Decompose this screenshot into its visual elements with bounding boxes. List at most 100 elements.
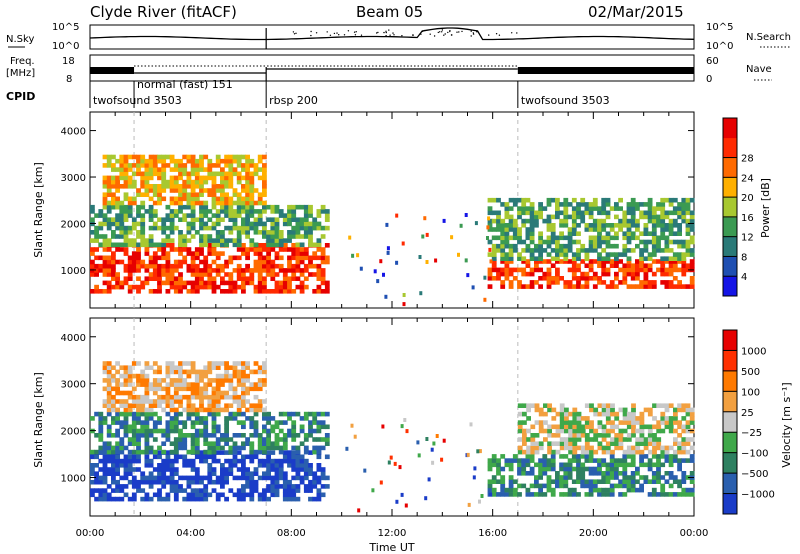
heatmap-cell <box>308 238 313 243</box>
heatmap-cell <box>211 365 217 370</box>
heatmap-cell <box>303 416 309 421</box>
heatmap-cell <box>102 200 108 206</box>
heatmap-cell <box>152 403 158 408</box>
heatmap-cell <box>563 252 569 257</box>
heatmap-cell <box>203 458 209 464</box>
heatmap-cell <box>190 365 196 370</box>
heatmap-cell <box>102 234 108 239</box>
heatmap-cell <box>228 171 234 177</box>
heatmap-cell <box>538 471 543 476</box>
heatmap-cell <box>199 158 204 164</box>
heatmap-cell <box>588 227 594 232</box>
heatmap-cell <box>546 487 552 493</box>
heatmap-cell <box>169 484 175 489</box>
heatmap-cell <box>106 200 112 206</box>
heatmap-cell <box>236 179 242 185</box>
heatmap-cell <box>274 463 280 468</box>
heatmap-cell <box>500 231 506 236</box>
heatmap-cell <box>119 225 125 231</box>
heatmap-cell <box>245 255 250 261</box>
heatmap-cell <box>115 221 120 227</box>
heatmap-cell <box>584 416 590 421</box>
heatmap-cell <box>211 196 217 202</box>
heatmap-cell <box>131 458 137 464</box>
heatmap-cell <box>500 479 506 484</box>
heatmap-cell <box>534 433 540 438</box>
heatmap-cell <box>677 202 682 207</box>
heatmap-cell <box>236 171 242 177</box>
heatmap-cell <box>245 386 250 392</box>
heatmap-cell <box>324 209 330 214</box>
heatmap-cell <box>199 378 204 383</box>
heatmap-cell <box>182 204 188 210</box>
heatmap-cell <box>685 223 691 228</box>
heatmap-cell <box>597 227 602 232</box>
heatmap-cell <box>115 411 120 417</box>
heatmap-cell <box>547 433 552 438</box>
heatmap-cell <box>161 171 167 177</box>
heatmap-cell <box>241 230 246 235</box>
freq-tick-bottom: 8 <box>66 74 72 85</box>
heatmap-cell <box>571 256 577 261</box>
heatmap-cell <box>161 496 167 502</box>
nsearch-dot <box>470 30 472 32</box>
heatmap-cell <box>228 467 234 472</box>
y-tick-label: 3000 <box>61 173 86 184</box>
heatmap-cell <box>324 280 330 286</box>
heatmap-cell <box>584 280 590 285</box>
heatmap-cell <box>106 259 112 265</box>
heatmap-cell <box>127 167 133 172</box>
heatmap-cell <box>584 479 590 484</box>
heatmap-cell <box>647 214 653 220</box>
heatmap-cell <box>199 399 204 404</box>
heatmap-cell <box>496 227 501 232</box>
heatmap-cell <box>136 441 141 446</box>
heatmap-cell <box>643 407 649 413</box>
y-tick-label: 2000 <box>61 219 86 230</box>
heatmap-cell <box>491 243 497 249</box>
heatmap-cell <box>215 238 221 243</box>
heatmap-cell <box>651 210 657 216</box>
heatmap-cell <box>173 179 179 185</box>
heatmap-cell <box>517 227 522 232</box>
heatmap-cell <box>689 235 695 241</box>
heatmap-cell <box>262 200 267 206</box>
heatmap-cell <box>664 259 670 264</box>
heatmap-cell <box>487 284 493 289</box>
heatmap-cell <box>525 284 531 289</box>
heatmap-cell <box>635 441 641 446</box>
heatmap-cell <box>232 171 238 177</box>
heatmap-cell <box>689 223 695 228</box>
heatmap-cell <box>224 200 229 206</box>
heatmap-cell <box>592 259 598 264</box>
heatmap-cell <box>152 420 158 425</box>
heatmap-cell <box>232 386 238 392</box>
heatmap-cell <box>169 428 175 434</box>
heatmap-cell <box>526 428 531 434</box>
heatmap-cell <box>241 217 246 222</box>
heatmap-cell <box>287 479 292 485</box>
heatmap-cell <box>635 259 640 264</box>
heatmap-cell <box>148 184 154 189</box>
heatmap-cell <box>571 239 577 245</box>
heatmap-cell <box>157 289 162 294</box>
heatmap-cell <box>236 411 242 417</box>
heatmap-cell <box>106 263 112 269</box>
heatmap-cell <box>576 471 581 476</box>
heatmap-cell <box>491 248 497 253</box>
heatmap-cell <box>136 394 141 400</box>
heatmap-cell <box>504 492 510 497</box>
heatmap-cell <box>266 238 271 243</box>
heatmap-cell <box>656 458 661 463</box>
nsearch-dot <box>353 31 356 33</box>
freq-series <box>90 65 694 81</box>
heatmap-cell <box>220 204 225 210</box>
heatmap-cell <box>517 445 523 451</box>
heatmap-cell <box>605 407 611 413</box>
heatmap-cell <box>245 492 250 498</box>
heatmap-cell <box>559 462 564 468</box>
heatmap-cell <box>316 289 322 294</box>
heatmap-cell <box>148 158 154 164</box>
heatmap-cell <box>136 458 141 464</box>
heatmap-cell <box>672 479 678 484</box>
